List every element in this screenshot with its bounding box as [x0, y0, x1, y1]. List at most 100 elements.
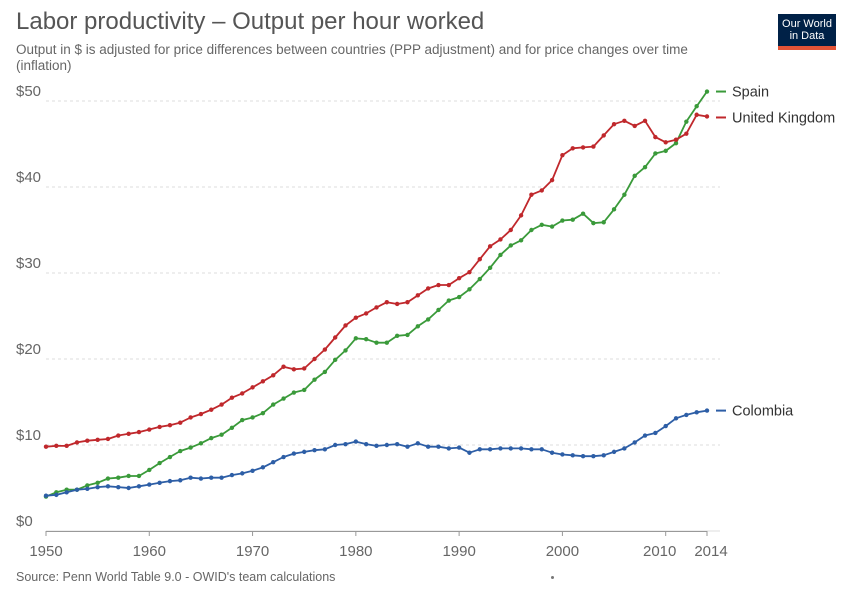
- data-point-colombia: [529, 447, 534, 452]
- data-point-spain: [209, 435, 214, 441]
- data-point-colombia: [322, 447, 328, 452]
- data-point-united-kingdom: [405, 300, 410, 305]
- data-point-united-kingdom: [54, 443, 59, 449]
- data-point-spain: [694, 103, 699, 109]
- data-point-colombia: [591, 453, 596, 459]
- series-line-united-kingdom: [45, 113, 708, 448]
- data-point-colombia: [353, 439, 359, 444]
- data-point-spain: [498, 252, 503, 258]
- x-axis: 1950 1960 1970 1980 1990 2000 2010 2014: [29, 531, 728, 560]
- owid-logo[interactable]: Our World in Data: [778, 14, 836, 50]
- series-united-kingdom: [43, 112, 710, 449]
- x-tick-label: 2014: [694, 543, 727, 560]
- data-point-united-kingdom: [167, 423, 173, 428]
- x-tick-label: 1980: [339, 543, 372, 560]
- data-point-colombia: [240, 471, 245, 476]
- data-point-spain: [229, 425, 235, 430]
- data-point-united-kingdom: [219, 402, 224, 407]
- data-point-colombia: [405, 444, 410, 449]
- data-point-colombia: [95, 484, 100, 490]
- data-point-spain: [281, 396, 286, 401]
- data-point-united-kingdom: [250, 385, 255, 390]
- data-point-spain: [95, 480, 100, 486]
- data-point-spain: [260, 410, 266, 416]
- y-tick-label: $50: [16, 83, 41, 100]
- data-point-spain: [322, 369, 328, 375]
- data-point-spain: [632, 173, 637, 179]
- data-point-colombia: [663, 423, 668, 429]
- data-point-united-kingdom: [477, 257, 482, 262]
- data-point-colombia: [622, 446, 627, 451]
- data-point-spain: [167, 454, 173, 460]
- data-point-spain: [570, 217, 575, 222]
- data-point-united-kingdom: [508, 227, 513, 233]
- x-tick-label: 1990: [442, 543, 475, 560]
- data-point-united-kingdom: [425, 286, 431, 291]
- data-point-colombia: [302, 449, 307, 455]
- data-point-united-kingdom: [271, 373, 276, 378]
- data-point-spain: [85, 483, 90, 488]
- data-point-colombia: [54, 492, 59, 498]
- data-point-colombia: [487, 447, 493, 452]
- data-point-colombia: [684, 412, 689, 418]
- data-point-colombia: [436, 444, 441, 449]
- data-point-spain: [312, 377, 317, 382]
- data-point-united-kingdom: [673, 137, 679, 142]
- data-point-united-kingdom: [64, 443, 69, 449]
- grid-lines: [46, 100, 720, 532]
- data-point-united-kingdom: [591, 144, 596, 149]
- legend-label-united-kingdom: United Kingdom: [732, 110, 835, 126]
- data-point-colombia: [136, 484, 142, 489]
- data-point-colombia: [374, 443, 379, 449]
- data-point-united-kingdom: [560, 152, 565, 158]
- data-point-united-kingdom: [147, 427, 152, 432]
- data-point-spain: [539, 222, 544, 228]
- data-point-spain: [394, 333, 400, 338]
- legend-label-colombia: Colombia: [732, 404, 794, 420]
- data-point-united-kingdom: [529, 192, 534, 197]
- data-point-spain: [467, 287, 472, 292]
- data-point-colombia: [456, 445, 462, 450]
- data-point-colombia: [178, 478, 183, 483]
- data-point-united-kingdom: [663, 140, 668, 145]
- data-point-colombia: [312, 447, 317, 453]
- data-point-united-kingdom: [85, 438, 90, 443]
- data-point-united-kingdom: [312, 356, 317, 362]
- data-point-united-kingdom: [415, 293, 421, 298]
- footer-dot: [551, 576, 554, 579]
- data-point-united-kingdom: [456, 275, 462, 281]
- data-point-colombia: [126, 485, 131, 491]
- data-point-colombia: [281, 454, 286, 460]
- data-point-united-kingdom: [260, 379, 266, 384]
- data-point-colombia: [570, 453, 575, 458]
- data-point-colombia: [167, 478, 173, 484]
- data-point-spain: [250, 415, 255, 420]
- data-point-spain: [663, 148, 668, 154]
- data-point-colombia: [632, 440, 637, 445]
- data-point-colombia: [580, 453, 586, 459]
- data-point-colombia: [498, 446, 503, 451]
- data-point-spain: [425, 317, 431, 322]
- data-point-spain: [291, 390, 297, 395]
- data-point-colombia: [704, 408, 710, 413]
- data-point-united-kingdom: [95, 437, 100, 443]
- data-point-colombia: [549, 450, 555, 455]
- chart-subtitle: Output in $ is adjusted for price differ…: [16, 42, 688, 73]
- series-line-colombia: [45, 409, 708, 497]
- data-point-united-kingdom: [642, 118, 648, 123]
- data-point-united-kingdom: [611, 122, 617, 127]
- data-point-colombia: [147, 482, 152, 487]
- y-axis: $0 $10 $20 $30 $40 $50: [16, 83, 41, 530]
- data-point-united-kingdom: [394, 301, 400, 307]
- data-point-spain: [332, 357, 338, 363]
- x-tick-label: 1960: [133, 543, 166, 560]
- data-point-united-kingdom: [229, 395, 235, 400]
- data-point-spain: [384, 340, 390, 345]
- chart-title: Labor productivity – Output per hour wor…: [16, 8, 485, 35]
- data-point-spain: [508, 243, 513, 248]
- x-tick-label: 2000: [546, 543, 579, 560]
- data-point-spain: [653, 151, 658, 156]
- data-point-united-kingdom: [684, 131, 689, 136]
- data-point-united-kingdom: [209, 407, 214, 412]
